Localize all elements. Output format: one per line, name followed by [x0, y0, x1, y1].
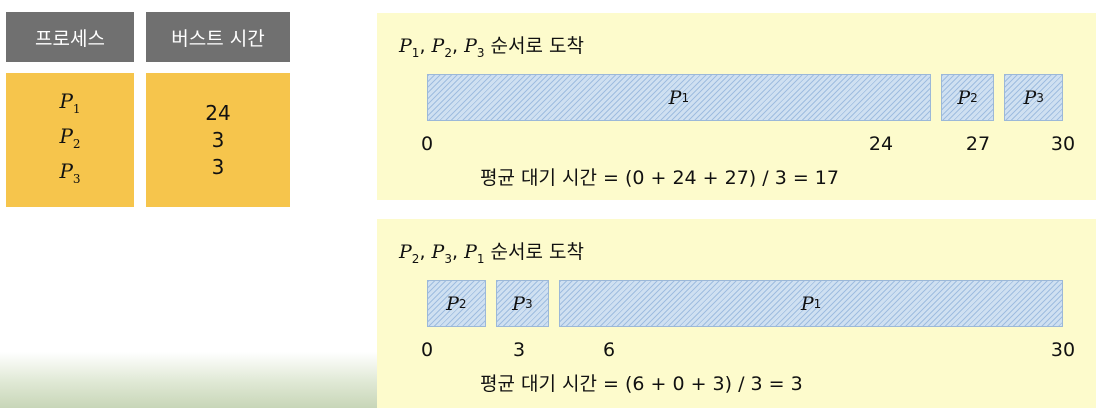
- gantt-1-tick: 0: [420, 133, 434, 155]
- table-header-burst-time: 버스트 시간: [146, 12, 290, 62]
- gantt-1-tick: 24: [868, 133, 894, 155]
- gantt-1-tick: 30: [1050, 133, 1076, 155]
- scenario-1-title: P1, P2, P3 순서로 도착: [399, 35, 584, 60]
- gantt-2-tick: 6: [602, 339, 616, 361]
- bottom-background-fade: [0, 352, 380, 408]
- table-cell-process-3: P3: [59, 158, 81, 186]
- table-cell-burst-2: 3: [211, 127, 225, 152]
- scenario-2-average-wait: 평균 대기 시간 = (6 + 0 + 3) / 3 = 3: [480, 373, 803, 395]
- table-cell-process-1: P1: [59, 88, 81, 116]
- table-column-processes: P1 P2 P3: [6, 73, 134, 207]
- table-cell-process-2: P2: [59, 123, 81, 151]
- gantt-2-tick: 30: [1050, 339, 1076, 361]
- gantt-2-tick: 0: [420, 339, 434, 361]
- scenario-1-average-wait: 평균 대기 시간 = (0 + 24 + 27) / 3 = 17: [480, 167, 839, 189]
- table-cell-burst-1: 24: [205, 100, 231, 125]
- gantt-1-tick: 27: [965, 133, 991, 155]
- table-header-process: 프로세스: [6, 12, 134, 62]
- gantt-2-tick: 3: [512, 339, 526, 361]
- table-column-burst-times: 24 3 3: [146, 73, 290, 207]
- table-cell-burst-3: 3: [211, 154, 225, 179]
- scenario-2-title: P2, P3, P1 순서로 도착: [399, 241, 584, 266]
